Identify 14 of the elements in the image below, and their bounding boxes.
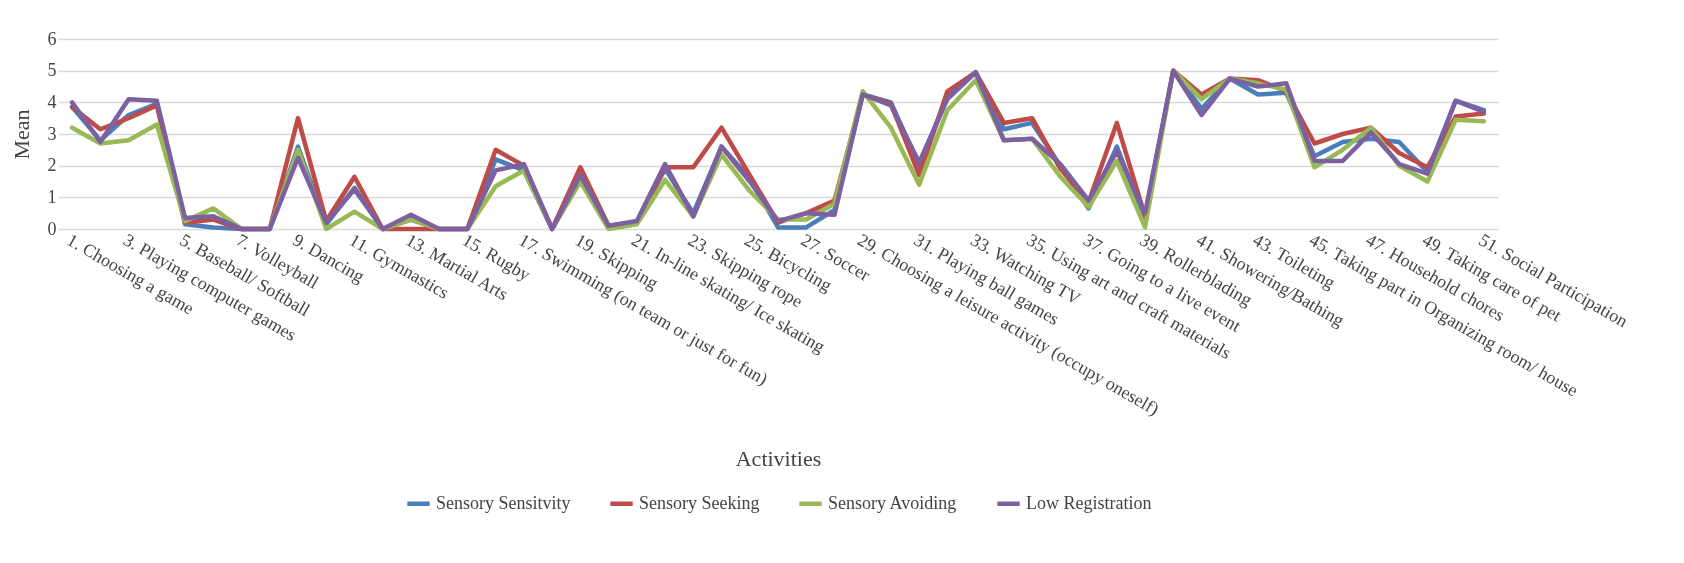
y-tick-label: 3 [47,123,57,144]
legend-label: Sensory Avoiding [828,492,957,513]
y-tick-label: 2 [47,155,57,176]
y-axis-title: Mean [8,109,34,160]
line-series [69,68,1487,232]
y-tick-label: 6 [47,28,57,49]
legend-label: Sensory Sensitvity [436,492,571,513]
x-axis-title: Activities [735,446,822,472]
y-tick-label: 4 [47,91,57,112]
y-tick-label: 5 [47,60,57,81]
legend-label: Low Registration [1026,492,1152,513]
legend-label: Sensory Seeking [639,492,760,513]
y-tick-label: 0 [47,218,57,239]
y-tick-label: 1 [47,186,57,207]
